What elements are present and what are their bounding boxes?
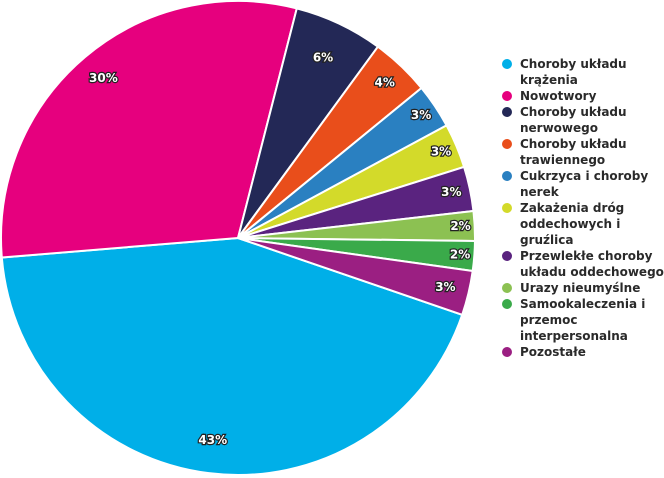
legend-label: Choroby układu krążenia <box>520 57 627 87</box>
slice-label: 43% <box>198 433 227 447</box>
legend-swatch <box>502 139 512 149</box>
slice-label: 2% <box>450 219 470 233</box>
slice-label: 3% <box>431 145 451 159</box>
legend-item: Choroby układu krążenia <box>502 56 664 88</box>
legend-item: Pozostałe <box>502 344 664 360</box>
legend-item: Przewlekłe choroby układu oddechowego <box>502 248 664 280</box>
slice-label: 3% <box>435 280 455 294</box>
legend-label: Zakażenia dróg oddechowych i gruźlica <box>520 201 625 247</box>
legend-label: Urazy nieumyślne <box>520 281 641 295</box>
legend: Choroby układu krążenia Nowotwory Choroby … <box>502 56 664 360</box>
legend-label: Nowotwory <box>520 89 597 103</box>
slice-label: 3% <box>441 185 461 199</box>
slice-label: 2% <box>450 247 470 261</box>
legend-label: Choroby układu nerwowego <box>520 105 627 135</box>
legend-swatch <box>502 203 512 213</box>
legend-label: Choroby układu trawiennego <box>520 137 627 167</box>
legend-item: Zakażenia dróg oddechowych i gruźlica <box>502 200 664 248</box>
legend-item: Choroby układu trawiennego <box>502 136 664 168</box>
legend-swatch <box>502 59 512 69</box>
legend-swatch <box>502 91 512 101</box>
legend-item: Cukrzyca i choroby nerek <box>502 168 664 200</box>
legend-swatch <box>502 171 512 181</box>
legend-swatch <box>502 347 512 357</box>
slice-label: 30% <box>89 71 118 85</box>
pie-slice <box>237 237 474 317</box>
legend-item: Choroby układu nerwowego <box>502 104 664 136</box>
legend-swatch <box>502 299 512 309</box>
pie-slice <box>0 236 464 476</box>
pie-slice <box>0 0 299 259</box>
legend-item: Nowotwory <box>502 88 664 104</box>
slice-label: 6% <box>313 51 333 65</box>
slice-label: 4% <box>375 76 395 90</box>
legend-label: Cukrzyca i choroby nerek <box>520 169 649 199</box>
legend-swatch <box>502 107 512 117</box>
legend-label: Samookaleczenia i przemoc interpersonaln… <box>520 297 646 343</box>
pie-chart: 43% 30% 6% 4% 3% 3% 3% 2% 2% 3% <box>0 0 476 476</box>
legend-item: Urazy nieumyślne <box>502 280 664 296</box>
slice-label: 3% <box>411 108 431 122</box>
legend-label: Pozostałe <box>520 345 586 359</box>
legend-swatch <box>502 251 512 261</box>
legend-swatch <box>502 283 512 293</box>
legend-label: Przewlekłe choroby układu oddechowego <box>520 249 664 279</box>
legend-item: Samookaleczenia i przemoc interpersonaln… <box>502 296 664 344</box>
